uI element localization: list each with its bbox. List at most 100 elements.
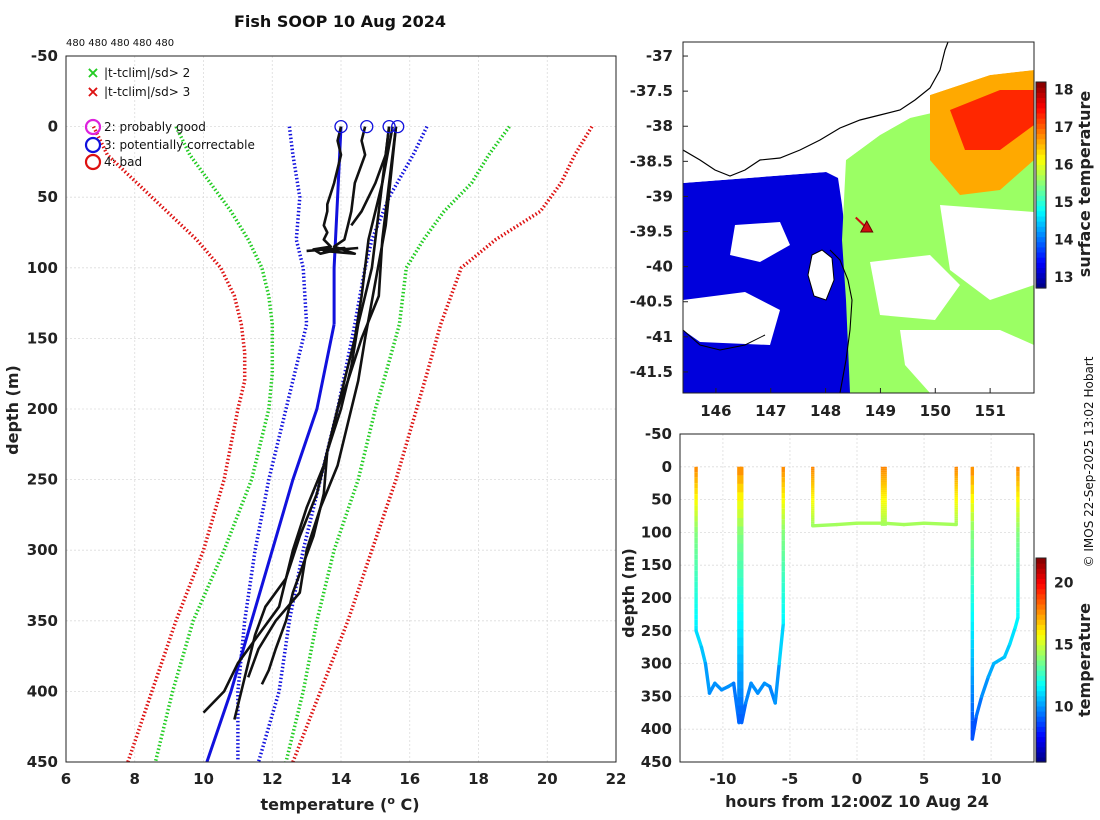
map-colorbar-label: surface temperature — [1075, 91, 1094, 278]
depth-time-xlabel: hours from 12:00Z 10 Aug 24 — [725, 792, 989, 811]
dt-y-tick-label: 150 — [641, 556, 672, 574]
bottom-track-segment — [1002, 642, 1012, 659]
map-colorbar-segment — [1036, 205, 1046, 212]
bottom-track-segment — [744, 681, 753, 705]
sst-map: 146 147 148 149 150 151 -37 -37.5 -38 -38.5 -39 -39… — [630, 41, 1074, 420]
dt-colorbar-tick-label: 10 — [1054, 699, 1074, 715]
map-colorbar-segment — [1036, 241, 1046, 248]
y-tick-label: 300 — [27, 541, 58, 559]
dt-y-tick-label: -50 — [645, 425, 672, 443]
dt-colorbar-segment — [1036, 609, 1046, 615]
series-line — [284, 125, 511, 763]
dt-colorbar-segment — [1036, 639, 1046, 646]
dt-y-tick-label: 300 — [641, 655, 672, 673]
dt-colorbar-segment — [1036, 649, 1046, 656]
bottom-track-segment — [777, 622, 785, 666]
series-line — [291, 125, 594, 763]
coastline — [683, 42, 949, 177]
dt-colorbar-segment — [1036, 660, 1046, 666]
map-colorbar-segment — [1036, 97, 1046, 104]
x-tick-label: 6 — [61, 770, 71, 788]
dt-colorbar-tick-label: 15 — [1054, 638, 1073, 654]
legend-label: 2: probably good — [104, 120, 206, 134]
legend-circle-icon — [84, 136, 102, 154]
track-end-marker — [859, 219, 874, 233]
bottom-track-segment — [882, 521, 906, 527]
x-tick-label: 18 — [468, 770, 489, 788]
sample-counts: 480 480 480 480 480 — [66, 38, 174, 49]
map-colorbar-segment — [1036, 174, 1046, 181]
series-line — [91, 125, 247, 763]
dt-colorbar-segment — [1036, 680, 1046, 687]
dt-colorbar-segment — [1036, 583, 1046, 590]
bottom-track-segment — [980, 675, 991, 699]
bottom-track-segment — [707, 681, 717, 695]
dt-colorbar-segment — [1036, 711, 1046, 717]
dt-colorbar-segment — [1036, 721, 1046, 727]
map-colorbar-frame — [1035, 81, 1047, 289]
dt-y-tick-label: 400 — [641, 720, 672, 738]
x-tick-label: 12 — [262, 770, 283, 788]
y-tick-label: 150 — [27, 329, 58, 347]
flag-marker — [391, 119, 405, 134]
y-tick-label: 50 — [37, 188, 58, 206]
bottom-track-segment — [749, 681, 760, 695]
x-tick-label: 8 — [130, 770, 140, 788]
bottom-track-segment — [902, 521, 926, 527]
legend-label: |t-tclim|/sd> 3 — [104, 85, 190, 99]
no-data-region — [683, 292, 780, 345]
bottom-track-segment — [970, 714, 979, 741]
flag-marker — [334, 119, 348, 134]
profile-xlabel: temperature (o C) — [260, 794, 419, 815]
map-y-tick-label: -39 — [646, 187, 673, 205]
map-y-tick-label: -38 — [646, 117, 673, 135]
dt-colorbar-segment — [1036, 629, 1046, 636]
dt-x-tick-label: 10 — [981, 770, 1002, 788]
map-colorbar-segment — [1036, 87, 1046, 93]
map-colorbar-segment — [1036, 200, 1046, 207]
map-colorbar-tick-label: 13 — [1054, 270, 1073, 286]
credit-text: © IMOS 22-Sep-2025 13:02 Hobart — [1082, 356, 1096, 567]
dt-colorbar-segment — [1036, 690, 1046, 697]
warm-core-region — [950, 90, 1034, 150]
dt-colorbar-segment — [1036, 741, 1046, 748]
legend-cross-icon: × — [86, 63, 99, 82]
series-line — [153, 125, 275, 763]
profile-ylabel: depth (m) — [3, 365, 22, 455]
bottom-track-segment — [811, 522, 839, 528]
legend-label: |t-tclim|/sd> 2 — [104, 66, 190, 80]
map-colorbar-segment — [1036, 246, 1046, 253]
dt-colorbar-segment — [1036, 573, 1046, 579]
map-colorbar-segment — [1036, 277, 1046, 284]
map-y-tick-label: -40 — [646, 258, 673, 276]
map-colorbar-tick-label: 16 — [1054, 157, 1073, 173]
dt-colorbar-segment — [1036, 588, 1046, 595]
tasmania-coastline — [829, 249, 853, 393]
dt-colorbar-segment — [1036, 644, 1046, 651]
map-colorbar-segment — [1036, 190, 1046, 196]
dt-x-tick-label: -5 — [782, 770, 799, 788]
map-colorbar-tick-label: 14 — [1054, 232, 1074, 248]
dt-colorbar-frame — [1035, 557, 1047, 763]
map-x-tick-label: 151 — [974, 402, 1005, 420]
series-line — [246, 126, 398, 678]
dt-x-tick-label: 5 — [919, 770, 929, 788]
map-colorbar-segment — [1036, 236, 1046, 243]
bottom-track-segment — [1013, 615, 1020, 630]
bottom-track-segment — [756, 681, 767, 695]
x-tick-label: 22 — [606, 770, 627, 788]
map-y-tick-label: -38.5 — [630, 152, 673, 170]
depth-time-colorbar-label: temperature — [1075, 603, 1094, 717]
map-y-tick-label: -37 — [646, 47, 673, 65]
y-tick-label: 200 — [27, 400, 58, 418]
bottom-track-segment — [694, 629, 704, 649]
map-colorbar-segment — [1036, 148, 1046, 155]
dt-colorbar-segment — [1036, 751, 1046, 758]
y-tick-label: 450 — [27, 753, 58, 771]
map-colorbar-segment — [1036, 185, 1046, 191]
bottom-track-segment — [835, 521, 859, 527]
dt-colorbar-segment — [1036, 695, 1046, 702]
map-x-tick-label: 147 — [755, 402, 786, 420]
chart-title: Fish SOOP 10 Aug 2024 — [234, 12, 446, 31]
